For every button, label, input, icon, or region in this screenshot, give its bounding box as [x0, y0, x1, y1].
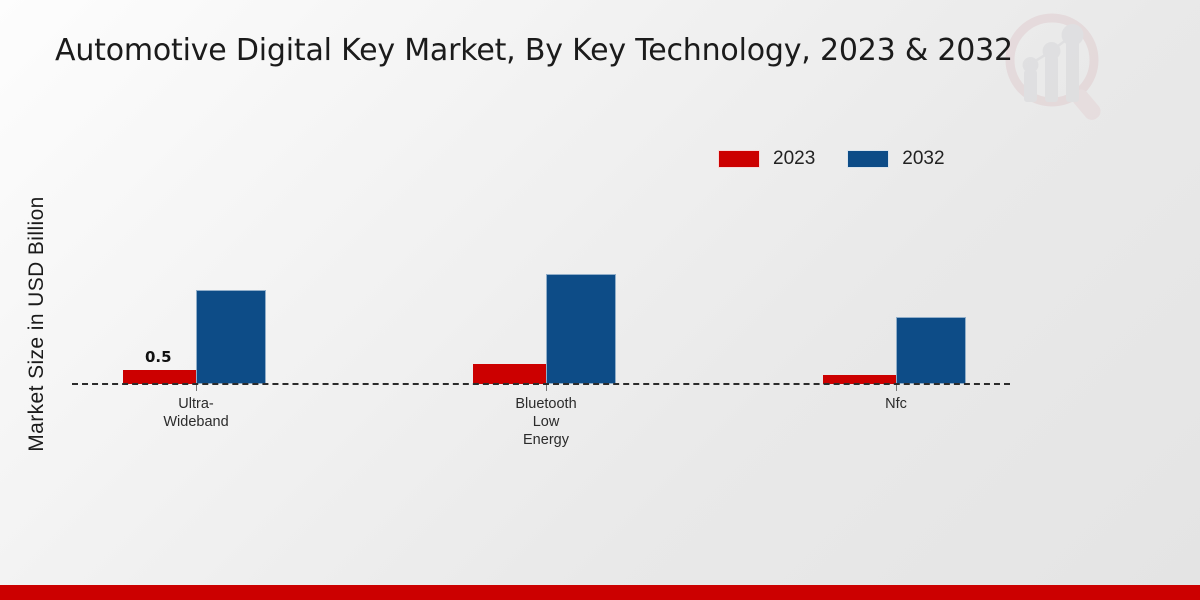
- axis-tick-2: [546, 384, 547, 391]
- bar-group-nfc: [823, 214, 966, 384]
- bar-2032-ultra-wideband[interactable]: [196, 290, 266, 384]
- legend-label-2032: 2032: [902, 148, 945, 169]
- bar-value-label-uwb-2023: 0.5: [145, 348, 172, 366]
- legend-label-2023: 2023: [773, 148, 816, 169]
- legend-item-2032[interactable]: 2032: [847, 148, 945, 170]
- bar-group-ultra-wideband: 0.5: [123, 214, 266, 384]
- bar-2032-bluetooth-low-energy[interactable]: [546, 274, 616, 384]
- bar-2032-nfc[interactable]: [896, 317, 966, 384]
- chart-legend: 2023 2032: [718, 148, 945, 170]
- legend-swatch-2032: [847, 150, 890, 168]
- bar-2023-ultra-wideband[interactable]: [123, 370, 196, 384]
- bar-2023-bluetooth-low-energy[interactable]: [473, 364, 546, 384]
- category-label-nfc: Nfc: [885, 396, 907, 412]
- axis-tick-3: [896, 384, 897, 391]
- category-label-bluetooth-low-energy: Bluetooth Low Energy: [515, 396, 577, 448]
- x-axis-baseline: [72, 383, 1010, 385]
- bar-group-bluetooth-low-energy: [473, 214, 616, 384]
- legend-item-2023[interactable]: 2023: [718, 148, 815, 170]
- axis-tick-1: [196, 384, 197, 391]
- category-label-ultra-wideband: Ultra- Wideband: [163, 396, 229, 430]
- chart-title: Automotive Digital Key Market, By Key Te…: [55, 33, 1013, 68]
- footer-accent-bar: [0, 585, 1200, 600]
- bar-2023-nfc[interactable]: [823, 375, 896, 384]
- legend-swatch-2023: [718, 150, 760, 168]
